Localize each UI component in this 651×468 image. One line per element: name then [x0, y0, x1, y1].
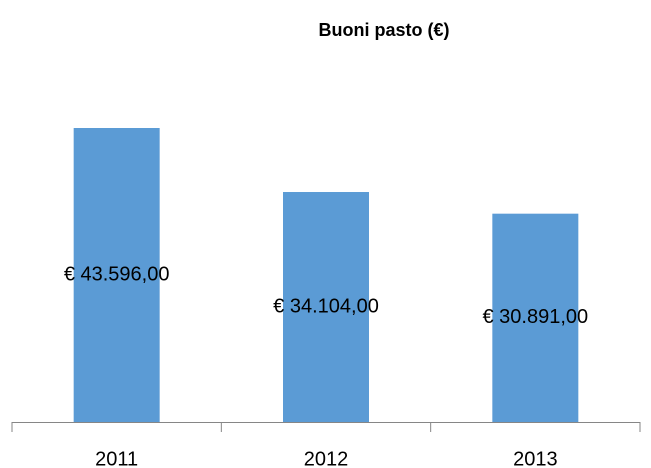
x-tick-label: 2011: [95, 448, 138, 468]
bar: [492, 213, 579, 422]
x-tick-label: 2012: [304, 448, 349, 468]
bar: [283, 192, 369, 422]
bar: [73, 128, 160, 422]
x-tick-label: 2013: [513, 448, 558, 468]
data-label: € 30.891,00: [483, 306, 589, 328]
data-label: € 34.104,00: [273, 295, 379, 317]
data-label: € 43.596,00: [64, 263, 170, 285]
chart-title: Buoni pasto (€): [319, 20, 450, 40]
